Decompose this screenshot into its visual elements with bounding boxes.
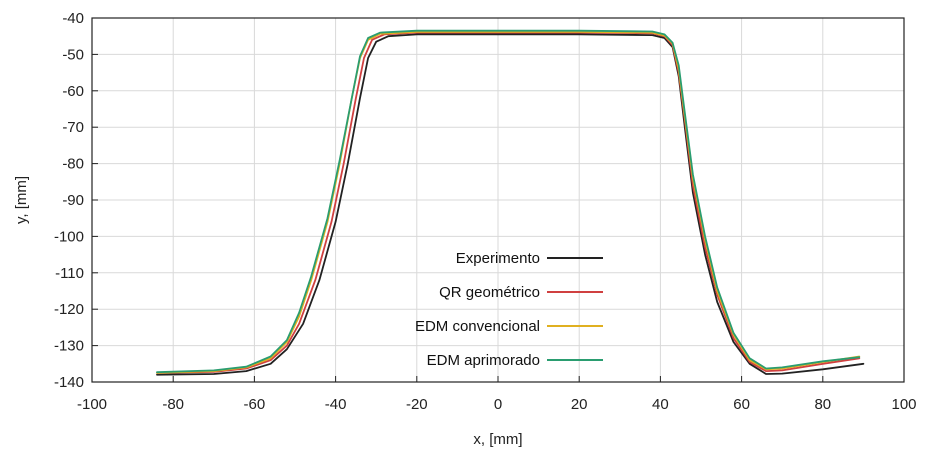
x-tick-label: -40 [325, 396, 347, 413]
y-tick-label: -100 [54, 228, 84, 245]
y-tick-label: -120 [54, 301, 84, 318]
legend: Experimento QR geométrico EDM convencional… [415, 250, 603, 369]
x-tick-label: -100 [77, 396, 107, 413]
y-axis-label: y, [mm] [13, 176, 30, 224]
series-group [156, 29, 865, 376]
legend-label: EDM aprimorado [427, 352, 540, 369]
y-tick-label: -130 [54, 338, 84, 355]
x-tick-label: -60 [244, 396, 266, 413]
x-tick-label: 20 [571, 396, 588, 413]
y-tick-label: -90 [62, 192, 84, 209]
legend-label: Experimento [456, 250, 540, 267]
series-line-1 [156, 33, 865, 376]
x-tick-label: 60 [733, 396, 750, 413]
x-tick-label: 100 [891, 396, 916, 413]
y-tick-label: -70 [62, 119, 84, 136]
x-tick-label: -20 [406, 396, 428, 413]
series-line-4 [156, 29, 861, 374]
y-tick-label: -140 [54, 374, 84, 391]
x-tick-label: 80 [814, 396, 831, 413]
y-tick-label: -50 [62, 46, 84, 63]
x-tick-labels: -100 -80 -60 -40 -20 0 20 40 60 80 100 [77, 396, 917, 413]
y-tick-label: -80 [62, 156, 84, 173]
y-tick-labels: -40 -50 -60 -70 -80 -90 -100 -110 -120 -130 -140 [54, 10, 84, 391]
y-tick-label: -110 [55, 265, 84, 282]
x-tick-label: 40 [652, 396, 669, 413]
x-tick-label: 0 [494, 396, 502, 413]
y-tick-label: -40 [62, 10, 84, 27]
x-axis-label: x, [mm] [473, 431, 522, 448]
plot-frame [91, 17, 905, 383]
legend-label: QR geométrico [439, 284, 540, 301]
legend-label: EDM convencional [415, 318, 540, 335]
series-line-3 [156, 30, 861, 374]
y-tick-label: -60 [62, 83, 84, 100]
x-tick-label: -80 [162, 396, 184, 413]
